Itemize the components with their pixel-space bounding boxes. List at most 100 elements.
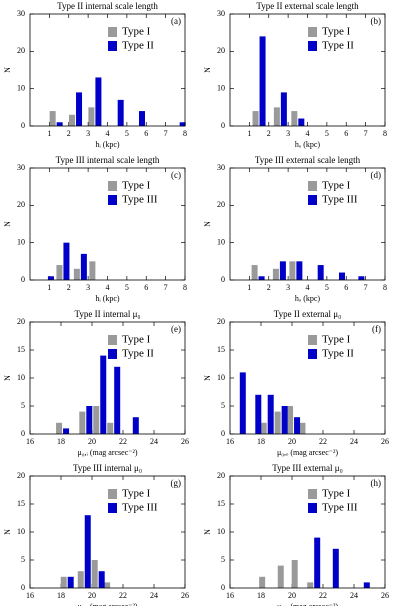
bar [100,355,107,434]
legend-swatch [308,503,317,513]
legend-label: Type I [122,26,151,38]
x-axis-label: μ₀,ₒ (mag arcsec⁻²) [277,448,338,457]
x-tick-label: 4 [106,129,110,138]
bar [60,576,67,588]
y-tick-label: 5 [21,555,25,564]
y-tick-label: 30 [217,163,225,172]
legend-swatch [108,503,117,513]
bar [358,276,365,280]
chart-title: Type II external μ₀ [274,309,342,319]
legend-label: Type I [122,334,151,346]
x-axis-label: μ₀,ᵢ (mag arcsec⁻²) [77,602,137,606]
y-tick-label: 0 [221,583,225,592]
x-tick-label: 18 [57,591,65,600]
bar [274,411,281,434]
y-axis-label: N [3,529,12,535]
x-tick-label: 26 [181,437,189,446]
legend-swatch [108,181,117,191]
x-tick-label: 5 [125,129,129,138]
panel-label: (h) [371,478,382,488]
x-tick-label: 7 [364,283,368,292]
panel-label: (d) [371,170,382,180]
y-axis-label: N [203,529,212,535]
plot-frame [29,167,186,281]
x-tick-label: 26 [181,591,189,600]
legend-label: Type II [122,348,154,360]
y-tick-label: 0 [21,275,25,284]
bar [258,276,265,280]
y-tick-label: 20 [217,200,225,209]
x-tick-label: 24 [150,437,158,446]
y-tick-label: 10 [217,373,225,382]
x-tick-label: 4 [306,283,310,292]
bar [307,582,314,588]
x-tick-label: 24 [350,591,358,600]
bar [63,242,70,280]
x-tick-label: 8 [383,129,387,138]
bar [107,422,114,434]
y-tick-label: 20 [17,200,25,209]
bar [88,107,95,126]
x-tick-label: 1 [47,129,51,138]
bar [272,268,279,280]
legend-swatch [308,489,317,499]
chart-title: Type III internal scale length [56,155,160,165]
x-axis-label: μ₀,ₒ (mag arcsec⁻²) [277,602,338,606]
x-tick-label: 3 [86,129,90,138]
bar [255,394,262,434]
x-axis-label: μ₀,ᵢ (mag arcsec⁻²) [77,448,137,457]
bar [317,265,324,280]
y-tick-label: 0 [21,583,25,592]
x-tick-label: 20 [288,437,296,446]
chart-title: Type II external scale length [256,1,359,11]
y-tick-label: 0 [21,121,25,130]
plot-frame [229,13,386,127]
bar [299,422,306,434]
x-tick-label: 5 [325,129,329,138]
chart-title: Type II internal scale length [57,1,158,11]
bar [86,406,93,434]
bar [314,537,321,588]
y-tick-label: 10 [17,237,25,246]
bar [289,261,296,280]
x-tick-label: 1 [247,283,251,292]
x-axis-label: hᵢ (kpc) [95,294,120,303]
bar [89,261,96,280]
y-tick-label: 30 [17,163,25,172]
x-tick-label: 6 [344,129,348,138]
y-axis-label: N [3,375,12,381]
bar [73,268,80,280]
chart-title: Type III external scale length [255,155,361,165]
legend-label: Type III [122,194,158,206]
x-tick-label: 8 [383,283,387,292]
legend-swatch [308,27,317,37]
legend-swatch [108,335,117,345]
bar [117,99,124,126]
y-tick-label: 15 [217,499,225,508]
x-tick-label: 2 [67,129,71,138]
y-tick-label: 30 [217,9,225,18]
y-tick-label: 15 [17,345,25,354]
y-axis-label: N [3,67,12,73]
x-tick-label: 22 [119,591,127,600]
x-tick-label: 6 [144,283,148,292]
bar [91,560,98,588]
x-tick-label: 26 [381,591,389,600]
bar [267,394,274,434]
bar [339,272,345,280]
bar [79,411,86,434]
plot-frame [229,475,386,589]
bar [291,560,298,588]
x-tick-label: 2 [267,283,271,292]
plot-frame [29,13,186,127]
x-tick-label: 3 [286,129,290,138]
bar [76,92,83,126]
x-tick-label: 7 [164,129,168,138]
legend-label: Type II [322,348,354,360]
y-tick-label: 10 [217,237,225,246]
bar [259,576,266,588]
y-tick-label: 5 [221,401,225,410]
bar [294,417,301,434]
x-tick-label: 5 [125,283,129,292]
bar [252,111,259,126]
